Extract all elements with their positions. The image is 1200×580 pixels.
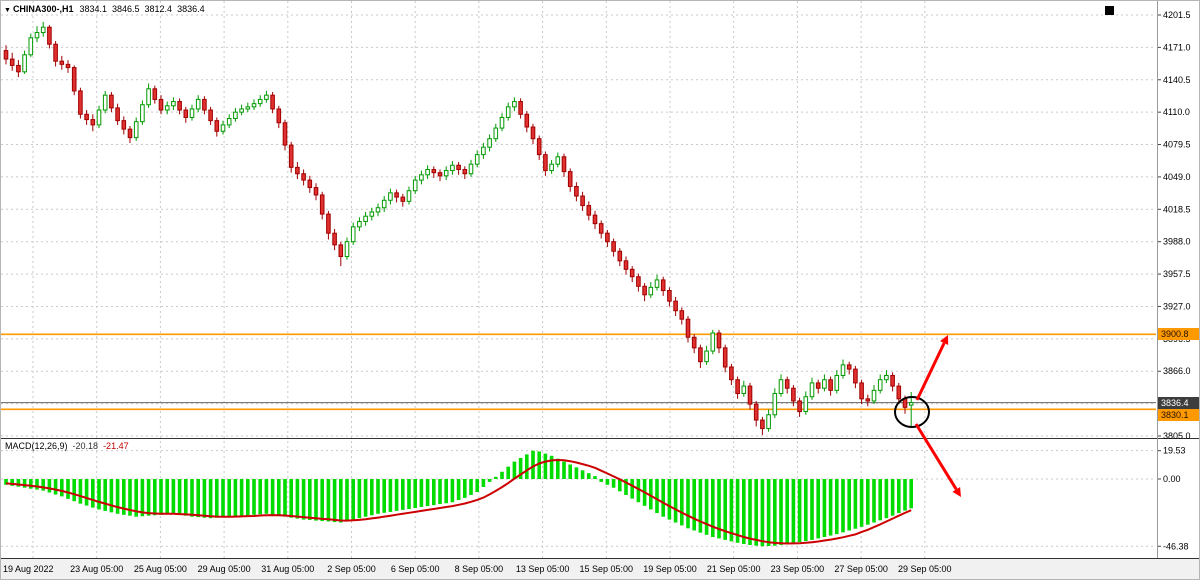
- price-axis-label: 3866.0: [1163, 366, 1191, 376]
- annotation-arrow-down[interactable]: [914, 423, 961, 497]
- price-axis-label: 3927.0: [1163, 301, 1191, 311]
- time-axis-label: 13 Sep 05:00: [516, 564, 570, 574]
- macd-main-value: -20.18: [72, 441, 99, 451]
- macd-title: MACD(12,26,9): [5, 441, 68, 451]
- price-axis-label: 4110.0: [1163, 107, 1190, 117]
- annotation-arrow-up[interactable]: [915, 335, 949, 401]
- hline-price-badge-lower: 3830.1: [1158, 408, 1199, 421]
- macd-indicator-label: MACD(12,26,9) -20.18 -21.47: [5, 441, 129, 451]
- quote-low: 3812.4: [144, 4, 173, 14]
- panel-separators: [1, 1, 1199, 559]
- time-axis-label: 2 Sep 05:00: [327, 564, 376, 574]
- macd-axis-label: -46.38: [1163, 541, 1189, 551]
- price-axis-label: 3957.5: [1163, 269, 1191, 279]
- time-axis[interactable]: 19 Aug 2022 23 Aug 05:00 25 Aug 05:00 29 Au…: [3, 564, 952, 574]
- horizontal-price-lines[interactable]: [1, 333, 1156, 411]
- price-axis-label: 3805.0: [1163, 431, 1191, 441]
- symbol-dropdown-icon[interactable]: ▼: [4, 7, 11, 14]
- time-axis-label: 31 Aug 05:00: [261, 564, 314, 574]
- price-axis-label: 4079.5: [1163, 140, 1191, 150]
- time-axis-label: 6 Sep 05:00: [391, 564, 440, 574]
- hline-price-badge-upper: 3900.8: [1158, 328, 1199, 341]
- macd-axis-label: 0.00: [1163, 474, 1181, 484]
- time-axis-label: 8 Sep 05:00: [455, 564, 504, 574]
- macd-axis-label: 19.53: [1163, 446, 1186, 456]
- time-axis-label: 19 Sep 05:00: [643, 564, 697, 574]
- price-axis-label: 4049.0: [1163, 172, 1191, 182]
- symbol-label: CHINA300-,H1: [12, 4, 74, 14]
- macd-histogram: [4, 450, 913, 547]
- price-axis-label: 4171.0: [1163, 42, 1191, 52]
- quote-high: 3846.5: [112, 4, 140, 14]
- price-axis-label: 4018.5: [1163, 204, 1191, 214]
- time-axis-label: 23 Sep 05:00: [771, 564, 825, 574]
- time-axis-label: 29 Sep 05:00: [898, 564, 952, 574]
- current-price-badge: 3836.4: [1158, 396, 1199, 409]
- quote-open: 3834.1: [79, 4, 107, 14]
- time-axis-label: 23 Aug 05:00: [70, 564, 123, 574]
- time-axis-label: 19 Aug 2022: [3, 564, 54, 574]
- annotation-circle[interactable]: [894, 396, 930, 428]
- drawing-annotations[interactable]: [894, 335, 961, 497]
- time-axis-label: 21 Sep 05:00: [707, 564, 761, 574]
- price-axis-label: 3988.0: [1163, 237, 1191, 247]
- quote-close: 3836.4: [177, 4, 205, 14]
- chart-shift-marker[interactable]: [1105, 6, 1114, 15]
- macd-signal-value: -21.47: [103, 441, 129, 451]
- symbol-quote-overlay: ▼ CHINA300-,H1 3834.1 3846.5 3812.4 3836.4: [4, 4, 210, 14]
- macd-signal-line: [5, 459, 912, 545]
- time-axis-label: 29 Aug 05:00: [198, 564, 251, 574]
- time-axis-label: 27 Sep 05:00: [834, 564, 888, 574]
- price-axis-label: 4201.5: [1163, 10, 1191, 20]
- candlesticks: [3, 21, 914, 435]
- time-axis-strip[interactable]: [1, 559, 1200, 580]
- time-axis-label: 25 Aug 05:00: [134, 564, 187, 574]
- price-axis-label: 4140.5: [1163, 75, 1191, 85]
- time-axis-label: 15 Sep 05:00: [580, 564, 634, 574]
